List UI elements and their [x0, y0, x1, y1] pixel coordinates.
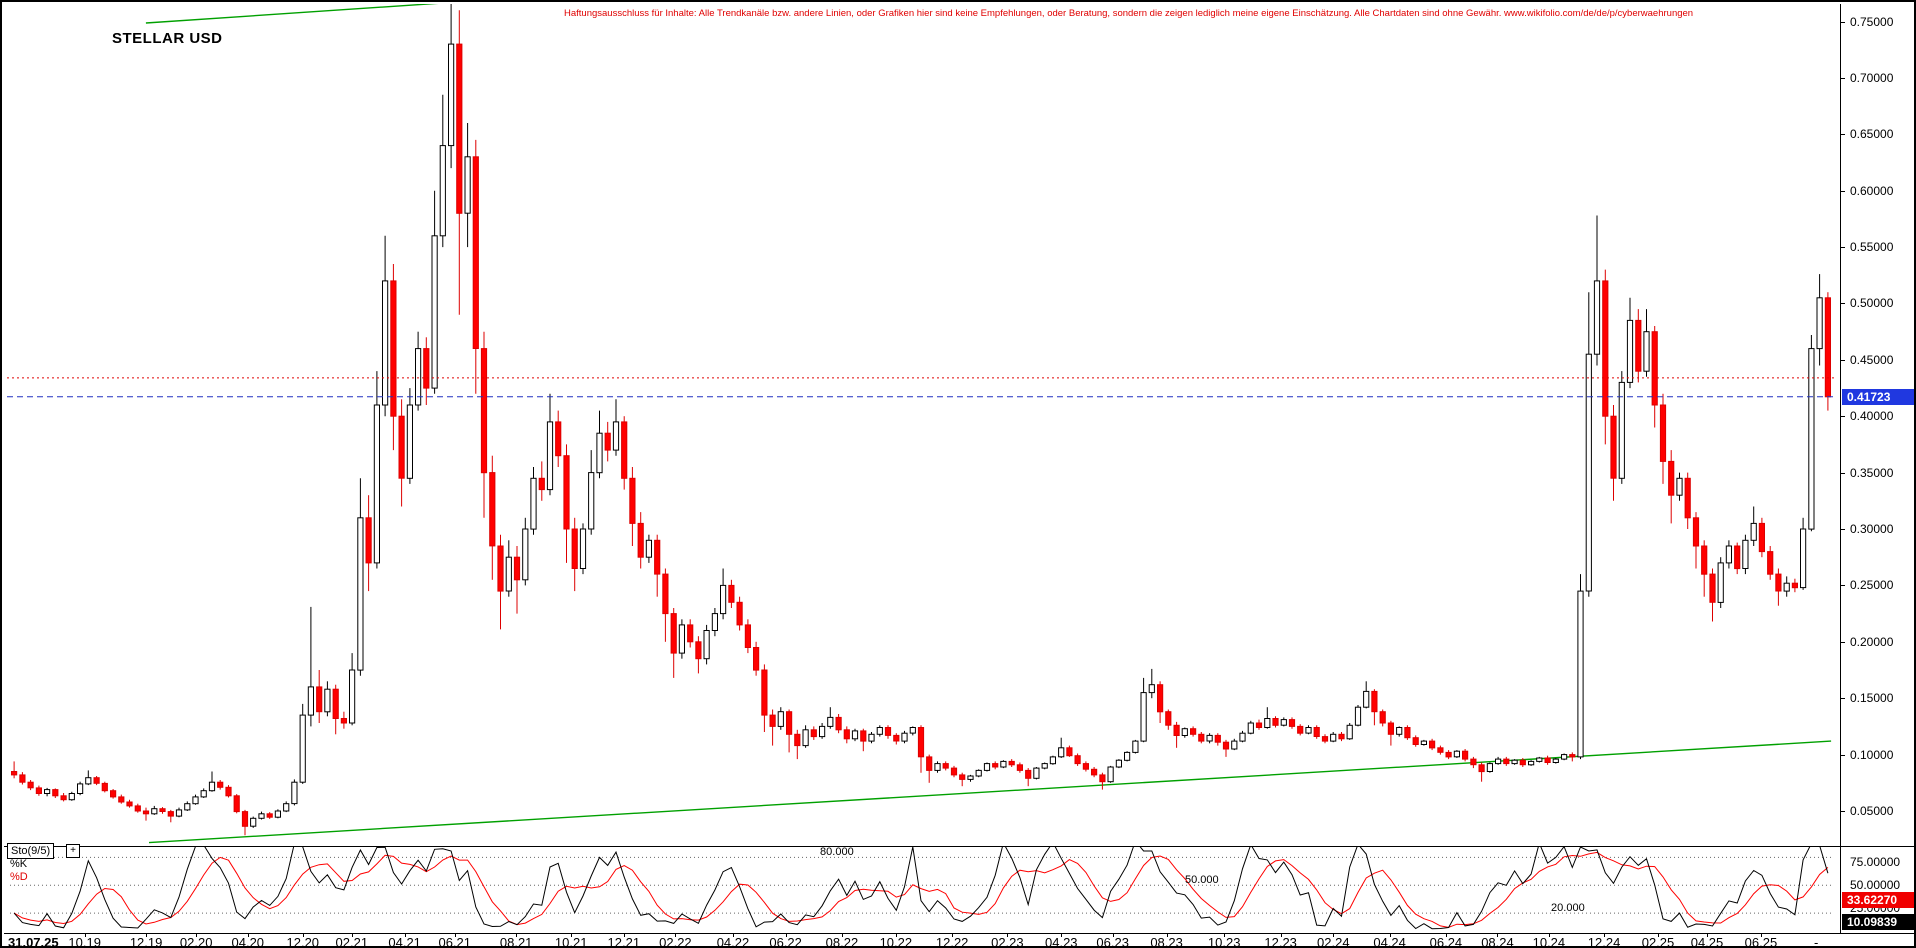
y-axis-tick [1840, 529, 1845, 530]
y-axis-tick [1840, 78, 1845, 79]
y-axis-tick [1840, 473, 1845, 474]
indicator-label[interactable]: Sto(9/5) [7, 843, 55, 859]
y-axis-label: 0.20000 [1850, 634, 1894, 649]
x-axis-label: 04.24 [1373, 935, 1406, 948]
chart-title: STELLAR USD [112, 30, 223, 47]
y-axis-line [1840, 4, 1841, 933]
x-axis-label: 04.21 [388, 935, 421, 948]
x-axis-label: 10.22 [879, 935, 913, 948]
x-axis-label: 02.24 [1317, 935, 1350, 948]
x-axis-label: 10.19 [68, 935, 101, 948]
disclaimer-text: Haftungsausschluss für Inhalte: Alle Tre… [564, 8, 1694, 19]
y-axis-label: 0.70000 [1850, 70, 1894, 85]
stochastic-d-value-badge: 33.62270 [1842, 892, 1914, 909]
x-axis-label: 06.24 [1429, 935, 1463, 948]
x-axis-label: 10.23 [1207, 935, 1241, 948]
y-axis-tick [1840, 811, 1845, 812]
x-axis-label: 12.21 [607, 935, 641, 948]
x-axis-label: 12.22 [935, 935, 969, 948]
x-axis-label: 12.20 [286, 935, 320, 948]
y-axis-tick [1840, 585, 1845, 586]
y-axis-label: 0.30000 [1850, 522, 1894, 537]
x-axis-label: 08.24 [1481, 935, 1514, 948]
y-axis-label: 0.05000 [1850, 803, 1894, 818]
x-axis-label: 02.25 [1641, 935, 1675, 948]
x-axis-label: 10.24 [1532, 935, 1566, 948]
y-axis-label: 0.25000 [1850, 578, 1894, 593]
x-axis-label: 12.23 [1264, 935, 1297, 948]
y-axis-tick [1840, 416, 1845, 417]
x-axis-label: 02.21 [335, 935, 369, 948]
stochastic-axis-label: 75.00000 [1850, 855, 1901, 870]
y-axis-label: 0.35000 [1850, 465, 1894, 480]
y-axis-tick [1840, 642, 1845, 643]
x-axis-label: 12.19 [129, 935, 163, 948]
price-axis[interactable]: 0.75000 0.70000 0.65000 0.60000 0.55000 0.500… [1840, 2, 1914, 946]
y-axis-label: 0.10000 [1850, 747, 1894, 762]
last-price-badge: 0.41723 [1842, 388, 1914, 405]
stochastic-level-label: 80.000 [820, 846, 854, 859]
x-axis-label: 06.23 [1096, 935, 1129, 948]
y-axis-tick [1840, 360, 1845, 361]
y-axis-label: 0.75000 [1850, 14, 1894, 29]
add-indicator-button[interactable]: + [66, 844, 80, 858]
y-axis-label: 0.55000 [1850, 240, 1894, 255]
stochastic-axis-label: 50.00000 [1850, 878, 1901, 893]
x-axis-label: 08.21 [499, 935, 533, 948]
x-axis-label: 04.25 [1690, 935, 1724, 948]
x-axis-label: 12.24 [1587, 935, 1621, 948]
stochastic-k-value-badge: 10.09839 [1842, 914, 1914, 931]
y-axis-tick [1840, 191, 1845, 192]
current-date-label: 31.07.25 [8, 935, 59, 948]
y-axis-label: 0.65000 [1850, 127, 1894, 142]
stochastic-level-label: 20.000 [1551, 902, 1585, 915]
stochastic-level-label: 50.000 [1185, 874, 1219, 887]
x-axis-label: 04.23 [1045, 935, 1078, 948]
x-axis-label: 08.22 [825, 935, 859, 948]
y-axis-tick [1840, 698, 1845, 699]
price-chart-canvas[interactable] [6, 4, 1838, 846]
y-axis-label: 0.50000 [1850, 296, 1894, 311]
y-axis-tick [1840, 303, 1845, 304]
y-axis-label: 0.60000 [1850, 183, 1894, 198]
panel-separator [4, 846, 1914, 847]
axis-separator [4, 933, 1914, 934]
y-axis-label: 0.40000 [1850, 409, 1894, 424]
y-axis-label: 0.45000 [1850, 352, 1894, 367]
x-axis-label: 02.22 [659, 935, 692, 948]
corner-dash: - [1814, 935, 1819, 948]
stochastic-k-label: %K [10, 858, 28, 870]
x-axis-label: 02.23 [991, 935, 1024, 948]
x-axis-label: 06.21 [438, 935, 472, 948]
y-axis-tick [1840, 247, 1845, 248]
y-axis-tick [1840, 22, 1845, 23]
x-axis-label: 08.23 [1150, 935, 1183, 948]
y-axis-tick [1840, 134, 1845, 135]
x-axis-label: 10.21 [554, 935, 588, 948]
x-axis-label: 06.22 [769, 935, 802, 948]
x-axis-label: 02.20 [179, 935, 213, 948]
x-axis-label: 06.25 [1744, 935, 1778, 948]
y-axis-label: 0.15000 [1850, 691, 1894, 706]
y-axis-tick [1840, 755, 1845, 756]
stochastic-d-label: %D [10, 871, 28, 883]
stochastic-canvas[interactable] [6, 847, 1838, 933]
x-axis-label: 04.20 [231, 935, 265, 948]
x-axis-label: 04.22 [716, 935, 750, 948]
